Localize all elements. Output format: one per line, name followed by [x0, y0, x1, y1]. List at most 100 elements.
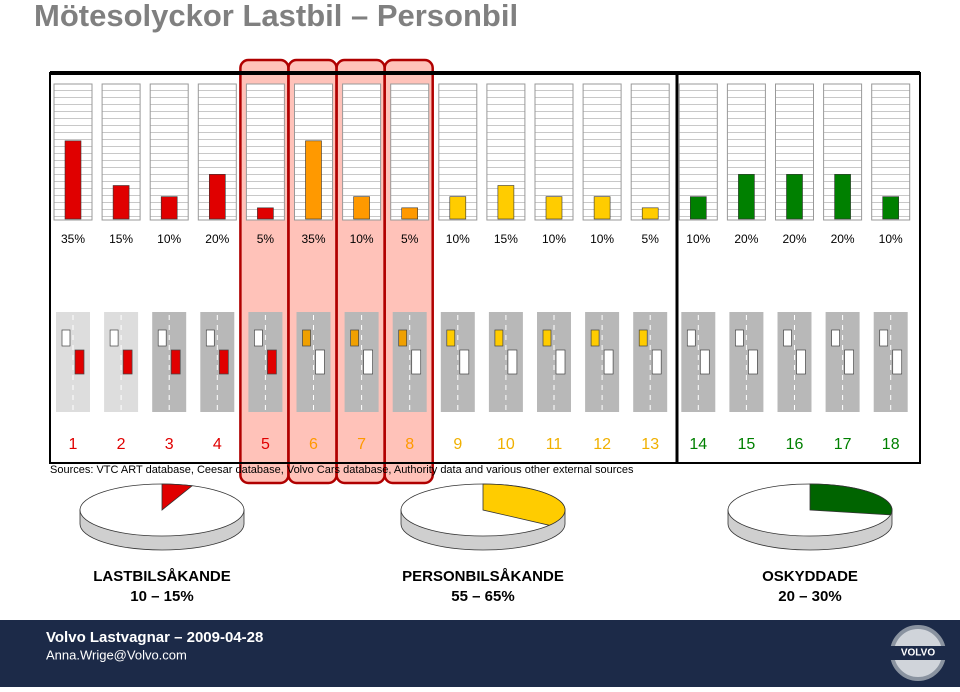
- vehicle: [590, 329, 600, 347]
- vehicle: [122, 349, 133, 375]
- vehicle: [74, 349, 85, 375]
- category-label: 17: [834, 436, 852, 453]
- bar: [209, 174, 226, 220]
- category-label: 14: [689, 436, 707, 453]
- vehicle: [459, 349, 470, 375]
- illustration: [777, 312, 812, 412]
- columns: [53, 58, 911, 485]
- sources: Sources: VTC ART database, Ceesar databa…: [50, 464, 634, 476]
- vehicle: [735, 329, 744, 347]
- bar: [401, 207, 419, 220]
- slide-title: Mötesolyckor Lastbil – Personbil: [34, 0, 518, 33]
- category-label: 12: [593, 436, 611, 453]
- vehicle: [796, 349, 806, 375]
- vehicle: [542, 329, 552, 347]
- value-label: 5%: [401, 232, 419, 246]
- pie-title: OSKYDDADE: [762, 568, 858, 585]
- value-label: 10%: [157, 232, 181, 246]
- category-label: 13: [641, 436, 659, 453]
- bar: [689, 196, 707, 220]
- vehicle: [783, 329, 792, 347]
- vehicle: [507, 349, 518, 375]
- category-label: 1: [69, 436, 78, 453]
- vehicle: [170, 349, 181, 375]
- illustration: [392, 312, 427, 412]
- pie-subtitle: 55 – 65%: [451, 588, 514, 605]
- category-label: 9: [453, 436, 462, 453]
- vehicle: [879, 329, 889, 347]
- pie-subtitle: 10 – 15%: [130, 588, 193, 605]
- bar: [882, 196, 900, 220]
- vehicle: [218, 349, 229, 375]
- vehicle: [699, 349, 710, 375]
- vehicle: [555, 349, 566, 375]
- pie-slice: [161, 483, 194, 511]
- pie-slice: [482, 483, 566, 526]
- bar: [64, 140, 82, 220]
- category-label: 5: [261, 436, 270, 453]
- footer-title: Volvo Lastvagnar – 2009-04-28: [46, 629, 263, 646]
- logo: VOLVO: [888, 625, 948, 681]
- vehicle: [363, 349, 373, 375]
- vehicle: [302, 329, 311, 347]
- vehicle: [315, 349, 325, 375]
- value-label: 10%: [542, 232, 566, 246]
- value-label: 20%: [734, 232, 758, 246]
- value-label: 15%: [109, 232, 133, 246]
- bar: [593, 196, 611, 220]
- vehicle: [398, 329, 408, 347]
- bar: [545, 196, 563, 220]
- value-label: 15%: [494, 232, 518, 246]
- category-label: 2: [117, 436, 126, 453]
- vehicle: [603, 349, 614, 375]
- vehicle: [844, 349, 854, 375]
- illustration: [681, 312, 716, 412]
- category-label: 7: [357, 436, 366, 453]
- vehicle: [638, 329, 648, 347]
- vehicle: [157, 329, 167, 347]
- illustration: [537, 312, 571, 412]
- value-label: 10%: [590, 232, 614, 246]
- pie-title: PERSONBILSÅKANDE: [402, 568, 564, 585]
- category-label: 6: [309, 436, 318, 453]
- value-label: 35%: [301, 232, 325, 246]
- footer-email: Anna.Wrige@Volvo.com: [46, 647, 187, 662]
- illustration: [152, 312, 187, 412]
- vehicle: [411, 349, 422, 375]
- bar: [353, 196, 370, 220]
- vehicle: [831, 329, 840, 347]
- vehicle: [109, 329, 119, 347]
- vehicle: [892, 349, 903, 375]
- bar: [738, 174, 755, 220]
- category-label: 3: [165, 436, 174, 453]
- column-box: [775, 83, 814, 221]
- category-label: 4: [213, 436, 222, 453]
- bar: [449, 196, 467, 220]
- value-label: 20%: [782, 232, 806, 246]
- illustration: [344, 312, 379, 412]
- category-label: 10: [497, 436, 515, 453]
- category-label: 16: [786, 436, 804, 453]
- illustration: [200, 312, 235, 412]
- vehicle: [651, 349, 662, 375]
- column-box: [390, 83, 430, 221]
- value-label: 10%: [350, 232, 374, 246]
- illustration: [873, 312, 908, 412]
- vehicle: [61, 329, 71, 347]
- category-label: 8: [405, 436, 414, 453]
- bar: [257, 207, 274, 220]
- illustration: [825, 312, 860, 412]
- illustration: [296, 312, 331, 412]
- category-label: 15: [738, 436, 756, 453]
- illustration: [488, 312, 523, 412]
- value-label: 10%: [446, 232, 470, 246]
- column-box: [630, 83, 670, 221]
- illustration: [56, 312, 90, 412]
- value-label: 20%: [831, 232, 855, 246]
- illustration: [248, 312, 283, 412]
- vehicle: [686, 329, 696, 347]
- vehicle: [446, 329, 456, 347]
- value-label: 35%: [61, 232, 85, 246]
- illustration: [585, 312, 620, 412]
